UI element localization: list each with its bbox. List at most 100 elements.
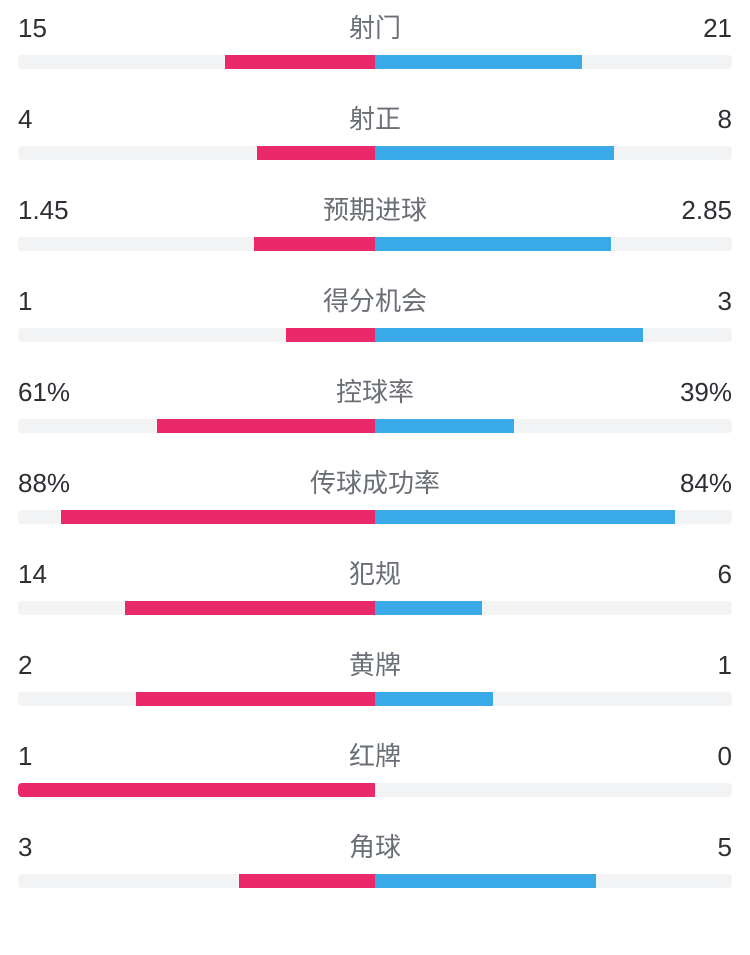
stat-row: 15射门21 xyxy=(18,8,732,69)
stat-bar-left-fill xyxy=(136,692,375,706)
stat-bar-left-fill xyxy=(286,328,375,342)
stat-labels: 14犯规6 xyxy=(18,554,732,591)
stat-labels: 4射正8 xyxy=(18,99,732,136)
stat-bar-left-fill xyxy=(239,874,375,888)
stat-bar-right-fill xyxy=(375,510,675,524)
stat-left-value: 88% xyxy=(18,468,78,499)
stat-right-value: 5 xyxy=(672,832,732,863)
stat-labels: 1.45预期进球2.85 xyxy=(18,190,732,227)
stat-bar-left-fill xyxy=(61,510,375,524)
stat-row: 2黄牌1 xyxy=(18,645,732,706)
stat-bar-left-track xyxy=(18,419,375,433)
stat-row: 61%控球率39% xyxy=(18,372,732,433)
stat-right-value: 3 xyxy=(672,286,732,317)
stat-bar-right-fill xyxy=(375,328,643,342)
stat-bar-right-fill xyxy=(375,237,611,251)
stat-left-value: 14 xyxy=(18,559,78,590)
match-stats-list: 15射门214射正81.45预期进球2.851得分机会361%控球率39%88%… xyxy=(18,8,732,888)
stat-right-value: 84% xyxy=(672,468,732,499)
stat-bar xyxy=(18,55,732,69)
stat-row: 1红牌0 xyxy=(18,736,732,797)
stat-bar-right-fill xyxy=(375,419,514,433)
stat-bar-right-track xyxy=(375,783,732,797)
stat-bar xyxy=(18,328,732,342)
stat-name: 传球成功率 xyxy=(78,463,672,500)
stat-bar-right-fill xyxy=(375,692,493,706)
stat-labels: 15射门21 xyxy=(18,8,732,45)
stat-right-value: 8 xyxy=(672,104,732,135)
stat-labels: 2黄牌1 xyxy=(18,645,732,682)
stat-labels: 61%控球率39% xyxy=(18,372,732,409)
stat-left-value: 4 xyxy=(18,104,78,135)
stat-name: 犯规 xyxy=(78,554,672,591)
stat-row: 1.45预期进球2.85 xyxy=(18,190,732,251)
stat-bar-right-track xyxy=(375,874,732,888)
stat-right-value: 39% xyxy=(672,377,732,408)
stat-right-value: 6 xyxy=(672,559,732,590)
stat-bar-left-track xyxy=(18,146,375,160)
stat-row: 4射正8 xyxy=(18,99,732,160)
stat-labels: 88%传球成功率84% xyxy=(18,463,732,500)
stat-bar-left-track xyxy=(18,692,375,706)
stat-name: 射正 xyxy=(78,99,672,136)
stat-labels: 3角球5 xyxy=(18,827,732,864)
stat-right-value: 1 xyxy=(672,650,732,681)
stat-row: 3角球5 xyxy=(18,827,732,888)
stat-right-value: 21 xyxy=(672,13,732,44)
stat-bar-left-track xyxy=(18,55,375,69)
stat-bar-left-track xyxy=(18,328,375,342)
stat-bar-right-track xyxy=(375,328,732,342)
stat-bar-left-track xyxy=(18,874,375,888)
stat-bar-right-fill xyxy=(375,55,582,69)
stat-name: 控球率 xyxy=(78,372,672,409)
stat-bar-right-track xyxy=(375,146,732,160)
stat-name: 角球 xyxy=(78,827,672,864)
stat-row: 88%传球成功率84% xyxy=(18,463,732,524)
stat-right-value: 2.85 xyxy=(672,195,732,226)
stat-bar-left-track xyxy=(18,601,375,615)
stat-left-value: 1.45 xyxy=(18,195,78,226)
stat-bar-left-fill xyxy=(18,783,375,797)
stat-bar-right-track xyxy=(375,237,732,251)
stat-bar-right-fill xyxy=(375,874,596,888)
stat-labels: 1得分机会3 xyxy=(18,281,732,318)
stat-name: 红牌 xyxy=(78,736,672,773)
stat-name: 射门 xyxy=(78,8,672,45)
stat-bar-left-track xyxy=(18,237,375,251)
stat-bar xyxy=(18,783,732,797)
stat-bar-left-fill xyxy=(254,237,375,251)
stat-bar-left-fill xyxy=(125,601,375,615)
stat-row: 14犯规6 xyxy=(18,554,732,615)
stat-bar-right-track xyxy=(375,510,732,524)
stat-bar-right-fill xyxy=(375,601,482,615)
stat-bar xyxy=(18,692,732,706)
stat-bar xyxy=(18,601,732,615)
stat-left-value: 1 xyxy=(18,286,78,317)
stat-name: 得分机会 xyxy=(78,281,672,318)
stat-bar-left-fill xyxy=(225,55,375,69)
stat-name: 黄牌 xyxy=(78,645,672,682)
stat-left-value: 2 xyxy=(18,650,78,681)
stat-bar-right-track xyxy=(375,692,732,706)
stat-bar xyxy=(18,146,732,160)
stat-bar xyxy=(18,419,732,433)
stat-bar-left-track xyxy=(18,510,375,524)
stat-bar-left-fill xyxy=(257,146,375,160)
stat-bar-left-track xyxy=(18,783,375,797)
stat-bar-right-track xyxy=(375,419,732,433)
stat-bar-left-fill xyxy=(157,419,375,433)
stat-left-value: 1 xyxy=(18,741,78,772)
stat-right-value: 0 xyxy=(672,741,732,772)
stat-bar-right-fill xyxy=(375,146,614,160)
stat-left-value: 61% xyxy=(18,377,78,408)
stat-bar xyxy=(18,510,732,524)
stat-name: 预期进球 xyxy=(78,190,672,227)
stat-bar xyxy=(18,237,732,251)
stat-bar-right-track xyxy=(375,55,732,69)
stat-left-value: 3 xyxy=(18,832,78,863)
stat-row: 1得分机会3 xyxy=(18,281,732,342)
stat-bar xyxy=(18,874,732,888)
stat-left-value: 15 xyxy=(18,13,78,44)
stat-labels: 1红牌0 xyxy=(18,736,732,773)
stat-bar-right-track xyxy=(375,601,732,615)
